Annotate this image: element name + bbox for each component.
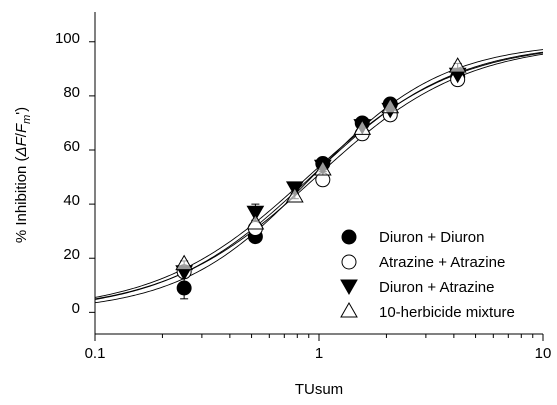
- y-tick-labels: 0 20 40 60 80 100: [55, 30, 80, 317]
- x-tick-label-0.1: 0.1: [85, 345, 106, 362]
- data-point-open-triangle-up: [448, 57, 467, 73]
- y-axis-title-suffix: ): [13, 107, 30, 112]
- legend-item-diuron-diuron: Diuron + Diuron: [341, 229, 484, 246]
- legend-marker-filled-triangle-down: [340, 279, 358, 296]
- y-axis-title-delta-f: ΔF: [13, 136, 30, 157]
- legend-item-atrazine-atrazine: Atrazine + Atrazine: [341, 254, 505, 271]
- y-axis-title: % Inhibition (ΔF/Fm'): [13, 107, 33, 243]
- tick-marks: [89, 41, 544, 341]
- x-axis-title: TUsum: [295, 381, 343, 398]
- y-tick-label-0: 0: [72, 300, 80, 317]
- data-point-filled-circle: [176, 280, 192, 296]
- x-tick-label-10: 10: [535, 345, 552, 362]
- legend-label: Diuron + Diuron: [379, 229, 484, 246]
- y-axis-title-m-sub: m: [21, 115, 33, 124]
- legend-item-10-herbicide-mixture: 10-herbicide mixture: [340, 301, 515, 321]
- y-tick-label-60: 60: [63, 138, 80, 155]
- legend-marker-open-circle: [341, 254, 357, 270]
- data-point-open-triangle-up: [285, 186, 304, 203]
- y-tick-label-40: 40: [63, 192, 80, 209]
- y-axis-title-f: F: [13, 123, 30, 133]
- plot-area: [94, 49, 544, 304]
- legend-item-diuron-atrazine: Diuron + Atrazine: [340, 279, 494, 296]
- data-point-open-triangle-up: [246, 214, 265, 230]
- x-tick-label-1: 1: [315, 345, 323, 362]
- data-point-filled-triangle-down: [246, 205, 265, 222]
- legend-marker-open-triangle-up: [340, 301, 358, 318]
- legend-label: Diuron + Atrazine: [379, 279, 494, 296]
- y-tick-label-80: 80: [63, 84, 80, 101]
- data-point-open-triangle-up: [381, 97, 400, 114]
- y-axis-title-slash: /: [13, 132, 30, 137]
- data-point-open-triangle-up: [313, 159, 332, 176]
- legend-marker-filled-circle: [341, 229, 357, 245]
- x-tick-labels: 0.1 1 10: [85, 345, 552, 362]
- legend: Diuron + Diuron Atrazine + Atrazine Diur…: [340, 229, 515, 321]
- y-tick-label-20: 20: [63, 246, 80, 263]
- y-axis-title-prime: ': [13, 112, 30, 115]
- data-point-open-triangle-up: [175, 254, 194, 271]
- y-axis-title-prefix: % Inhibition (: [13, 156, 30, 243]
- legend-label: 10-herbicide mixture: [379, 304, 515, 321]
- data-point-open-triangle-up: [353, 119, 372, 135]
- legend-label: Atrazine + Atrazine: [379, 254, 505, 271]
- y-tick-label-100: 100: [55, 30, 80, 47]
